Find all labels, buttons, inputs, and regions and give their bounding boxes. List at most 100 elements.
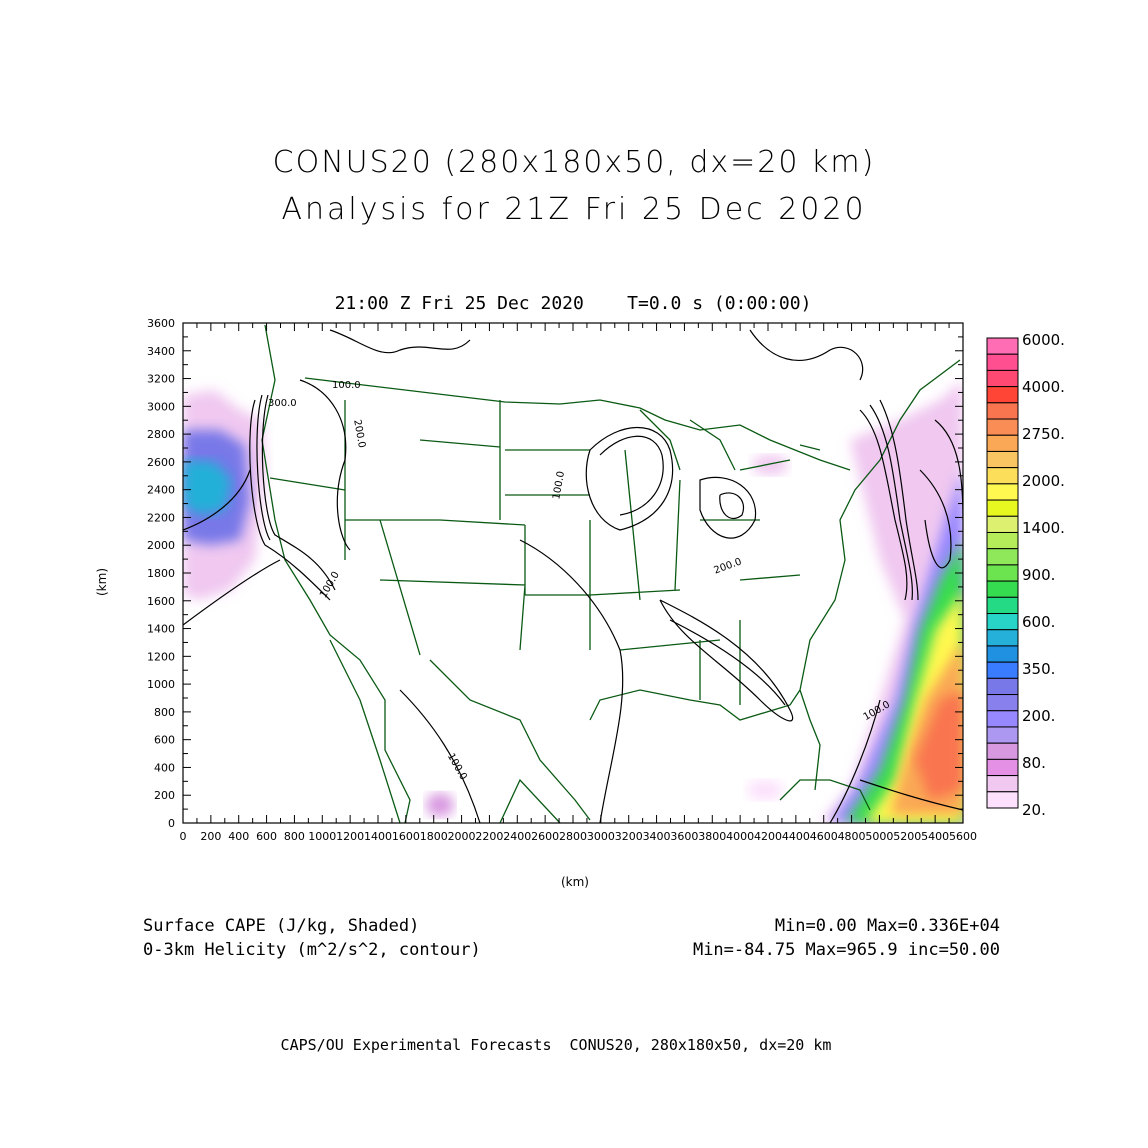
x-tick-label: 3800 [698,830,726,843]
x-tick-label: 0 [180,830,187,843]
x-tick-label: 2400 [503,830,531,843]
contour-line [256,394,271,541]
y-tick-label: 1200 [147,650,175,663]
x-tick-label: 3400 [643,830,671,843]
y-tick-label: 3000 [147,400,175,413]
contour-label: 200.0 [351,419,367,449]
contour-line [699,476,757,539]
contour-label: 300.0 [268,398,297,409]
x-tick-label: 4600 [810,830,838,843]
colorbar-bin [986,548,1019,566]
colorbar-bin [986,661,1019,679]
x-tick-label: 3600 [670,830,698,843]
y-tick-label: 2600 [147,456,175,469]
colorbar-bin [986,758,1019,777]
colorbar-bin [986,791,1019,809]
credit-line: CAPS/OU Experimental Forecasts CONUS20, … [280,1036,832,1054]
plot-frame [182,322,964,824]
x-tick-label: 4000 [726,830,754,843]
x-tick-label: 2000 [448,830,476,843]
x-tick-label: 1800 [420,830,448,843]
y-tick-label: 600 [154,734,175,747]
contour-line [599,435,664,516]
contour-labels: 100.0 100.0 200.0 100.0 200.0 100.0 100.… [268,380,892,782]
contour-label: 100.0 [318,570,342,600]
contour-line [919,469,952,569]
colorbar-bin [986,531,1019,550]
colorbar-label: 80. [1022,754,1046,772]
colorbar-bin [986,499,1019,517]
y-tick-label: 3600 [147,317,175,330]
contour-line [399,689,481,823]
colorbar-label: 350. [1022,660,1055,678]
cape-region-west-inner [183,460,232,515]
x-tick-label: 1600 [392,830,420,843]
colorbar-bin [986,353,1019,371]
cape-shading [183,380,963,823]
contour-line [183,469,251,531]
x-tick-label: 400 [228,830,249,843]
cape-region-east-red [915,690,963,800]
contour-label: 100.0 [445,752,469,782]
x-tick-label: 2200 [475,830,503,843]
contour-label: 100.0 [332,380,361,391]
colorbar: 6000. 4000. 2750. 2000. 1400. 900. 600. 350. 200… [986,331,1065,819]
x-tick-label: 5200 [893,830,921,843]
y-tick-label: 400 [154,761,175,774]
x-tick-label: 2600 [531,830,559,843]
x-tick-label: 4200 [754,830,782,843]
map-boundaries [261,324,961,823]
colorbar-bin [986,450,1019,469]
y-tick-label: 2200 [147,511,175,524]
mexico-coast [329,639,871,823]
contour-line [329,329,471,354]
x-tick-label: 3000 [587,830,615,843]
axis-ticks: 0 200 400 600 800 1000 1200 1400 1600 1800 2000 220… [147,317,977,843]
contour-line [829,699,881,823]
contour-line [659,599,794,722]
colorbar-label: 2750. [1022,425,1065,443]
colorbar-bin [986,726,1019,744]
contour-label: 100.0 [551,470,567,500]
canada-border [304,377,851,471]
cape-spot-gulf [747,780,783,800]
colorbar-label: 4000. [1022,378,1065,396]
colorbar-bin [986,613,1019,631]
x-tick-label: 4400 [782,830,810,843]
x-tick-label: 600 [256,830,277,843]
field2-label: 0-3km Helicity (m^2/s^2, contour) [143,940,481,960]
contour-line [879,399,919,601]
colorbar-bin [986,402,1019,420]
y-tick-label: 1800 [147,567,175,580]
y-axis-label: (km) [95,568,109,596]
x-tick-label: 4800 [838,830,866,843]
contour-line [719,492,744,520]
colorbar-label: 600. [1022,613,1055,631]
contour-line [261,394,336,591]
y-tick-label: 2800 [147,428,175,441]
contour-line [519,539,624,823]
contour-line [299,379,351,551]
great-lakes [639,409,821,471]
x-tick-label: 800 [284,830,305,843]
colorbar-bin [986,564,1019,582]
cape-spot-mexico [426,793,454,817]
contour-line [249,399,331,601]
colorbar-bin [986,580,1019,598]
colorbar-label: 20. [1022,801,1046,819]
colorbar-bin [986,710,1019,728]
colorbar-bin [986,775,1019,793]
x-tick-label: 2800 [559,830,587,843]
y-tick-label: 2000 [147,539,175,552]
colorbar-bin [986,369,1019,388]
colorbar-label: 6000. [1022,331,1065,349]
field1-label: Surface CAPE (J/kg, Shaded) [143,916,420,936]
x-tick-label: 5400 [921,830,949,843]
x-tick-label: 1200 [336,830,364,843]
us-coastline [261,324,961,823]
x-tick-label: 5600 [949,830,977,843]
y-tick-label: 0 [168,817,175,830]
y-tick-label: 3200 [147,373,175,386]
contour-line [749,329,864,381]
